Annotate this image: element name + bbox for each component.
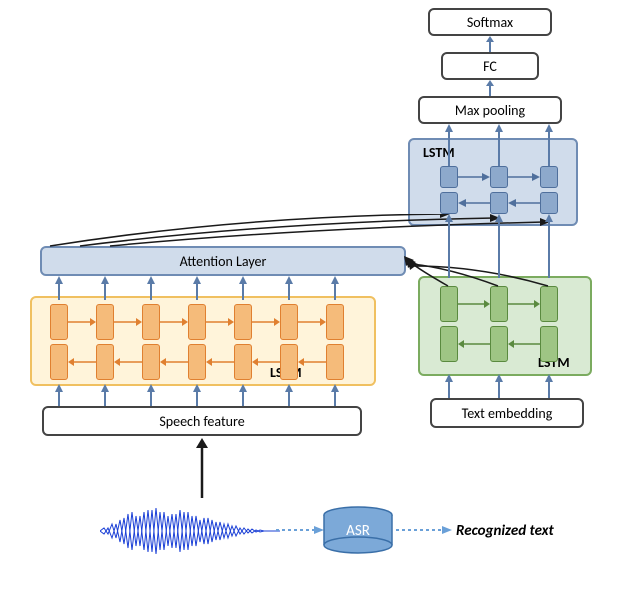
top-lstm-unit bbox=[540, 166, 558, 188]
text-lstm-unit bbox=[490, 286, 508, 322]
speech-lstm-harrow bbox=[68, 358, 96, 366]
speech-lstm-unit bbox=[188, 304, 206, 340]
speech-lstm-harrow bbox=[114, 358, 142, 366]
speech-lstm-unit bbox=[142, 344, 160, 380]
asr-label: ASR bbox=[322, 522, 394, 540]
softmax-block: Softmax bbox=[428, 8, 552, 36]
text-lstm-unit bbox=[540, 326, 558, 362]
speech-feature-label: Speech feature bbox=[159, 413, 244, 430]
arrow-asr-text bbox=[396, 524, 454, 536]
attention-label: Attention Layer bbox=[180, 253, 267, 270]
speech-lstm-unit bbox=[280, 304, 298, 340]
text-lstm-unit bbox=[440, 286, 458, 322]
fc-block: FC bbox=[441, 52, 539, 80]
speech-lstm-harrow bbox=[206, 318, 234, 326]
text-embedding-label: Text embedding bbox=[462, 405, 553, 422]
arrow-maxpool-fc bbox=[484, 80, 496, 96]
text-lstm-harrow bbox=[508, 340, 540, 348]
speech-lstm-unit bbox=[96, 344, 114, 380]
text-lstm-harrow bbox=[458, 340, 490, 348]
top-lstm-unit bbox=[490, 166, 508, 188]
attention-layer: Attention Layer bbox=[40, 246, 406, 276]
text-lstm-harrow bbox=[458, 300, 490, 308]
maxpool-block: Max pooling bbox=[418, 96, 562, 124]
text-lstm-harrow bbox=[508, 300, 540, 308]
text-lstm-unit bbox=[490, 326, 508, 362]
text-embedding-block: Text embedding bbox=[430, 398, 584, 428]
speech-lstm-harrow bbox=[160, 358, 188, 366]
top-lstm-unit bbox=[490, 192, 508, 214]
speech-lstm-harrow bbox=[252, 358, 280, 366]
speech-lstm-unit bbox=[234, 304, 252, 340]
text-lstm-unit bbox=[540, 286, 558, 322]
asr-cylinder: ASR bbox=[322, 506, 394, 554]
top-lstm-label: LSTM bbox=[423, 144, 455, 161]
speech-lstm-harrow bbox=[160, 318, 188, 326]
maxpool-label: Max pooling bbox=[455, 102, 525, 119]
waveform-icon bbox=[100, 506, 280, 556]
speech-lstm-harrow bbox=[298, 358, 326, 366]
speech-lstm-unit bbox=[50, 304, 68, 340]
speech-lstm-harrow bbox=[252, 318, 280, 326]
recognized-text-label: Recognized text bbox=[456, 522, 554, 540]
fc-label: FC bbox=[483, 58, 497, 75]
arrows-embed-text bbox=[430, 374, 570, 400]
speech-lstm-harrow bbox=[114, 318, 142, 326]
top-lstm-unit bbox=[440, 166, 458, 188]
top-lstm-unit bbox=[540, 192, 558, 214]
top-lstm-unit bbox=[440, 192, 458, 214]
speech-lstm-unit bbox=[188, 344, 206, 380]
arrows-feature-speech bbox=[30, 384, 376, 408]
arrow-wave-asr bbox=[276, 524, 326, 536]
speech-lstm-harrow bbox=[206, 358, 234, 366]
speech-lstm-harrow bbox=[68, 318, 96, 326]
speech-lstm-unit bbox=[50, 344, 68, 380]
speech-lstm-unit bbox=[142, 304, 160, 340]
speech-lstm-harrow bbox=[298, 318, 326, 326]
arrow-fc-softmax bbox=[484, 36, 496, 52]
speech-lstm-unit bbox=[326, 304, 344, 340]
speech-feature-block: Speech feature bbox=[42, 406, 362, 436]
speech-lstm-unit bbox=[280, 344, 298, 380]
speech-lstm-unit bbox=[96, 304, 114, 340]
speech-lstm-unit bbox=[326, 344, 344, 380]
speech-lstm-unit bbox=[234, 344, 252, 380]
softmax-label: Softmax bbox=[467, 14, 513, 31]
text-lstm-unit bbox=[440, 326, 458, 362]
arrow-wave-feature bbox=[194, 438, 210, 498]
